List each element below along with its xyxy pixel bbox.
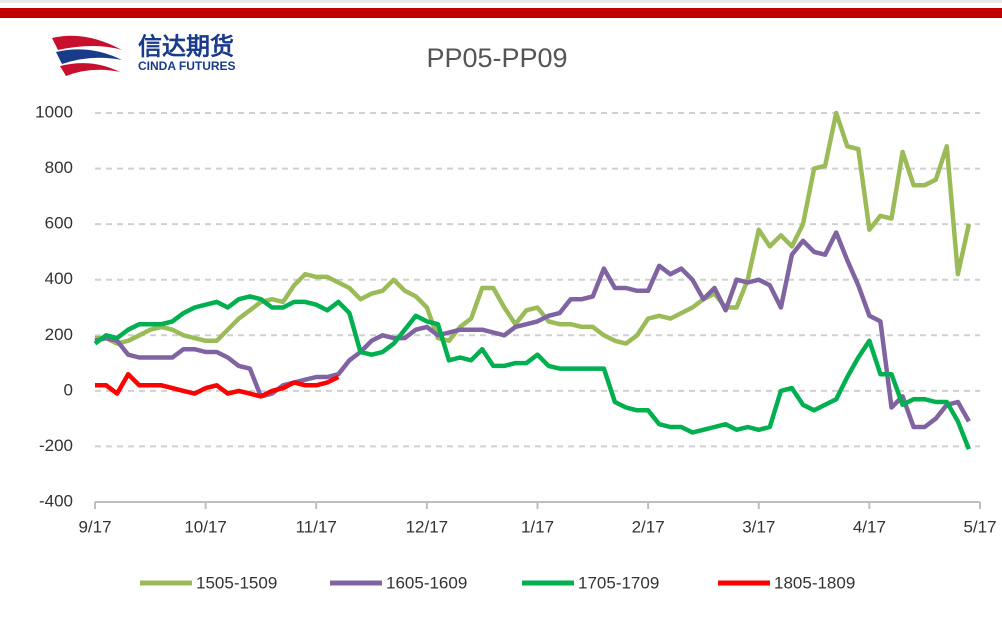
top-edge <box>0 0 1002 3</box>
legend-label: 1705-1709 <box>578 573 659 592</box>
x-tick-label: 10/17 <box>184 517 227 536</box>
logo-swoosh <box>52 35 122 50</box>
line-series <box>94 230 971 430</box>
x-tick-label: 11/17 <box>296 517 337 536</box>
y-tick-label: 0 <box>64 380 73 399</box>
chart-title: PP05-PP09 <box>426 43 567 73</box>
logo-swoosh <box>56 49 122 64</box>
legend-label: 1605-1609 <box>386 573 467 592</box>
x-tick-label: 4/17 <box>853 517 886 536</box>
y-tick-label: 200 <box>45 325 73 344</box>
x-tick-label: 5/17 <box>963 517 996 536</box>
x-tick-label: 12/17 <box>406 517 449 536</box>
top-bar <box>0 8 1002 18</box>
y-tick-label: -400 <box>39 491 73 510</box>
brand-name-en: CINDA FUTURES <box>138 59 236 73</box>
brand-name: 信达期货 <box>138 32 234 60</box>
logo: 信达期货 CINDA FUTURES <box>52 32 236 76</box>
x-tick-label: 2/17 <box>632 517 665 536</box>
line-series <box>95 110 972 346</box>
legend-label: 1505-1509 <box>196 573 277 592</box>
y-tick-label: 600 <box>45 214 73 233</box>
y-tick-label: -200 <box>39 436 73 455</box>
legend-label: 1805-1809 <box>774 573 855 592</box>
y-tick-label: 400 <box>45 269 73 288</box>
line-series <box>93 294 971 451</box>
y-tick-label: 1000 <box>35 102 73 121</box>
logo-swoosh <box>60 63 120 76</box>
x-tick-label: 3/17 <box>742 517 775 536</box>
x-tick-label: 1/17 <box>521 517 554 536</box>
line-series <box>95 371 340 399</box>
y-tick-label: 800 <box>45 158 73 177</box>
x-tick-label: 9/17 <box>78 517 111 536</box>
